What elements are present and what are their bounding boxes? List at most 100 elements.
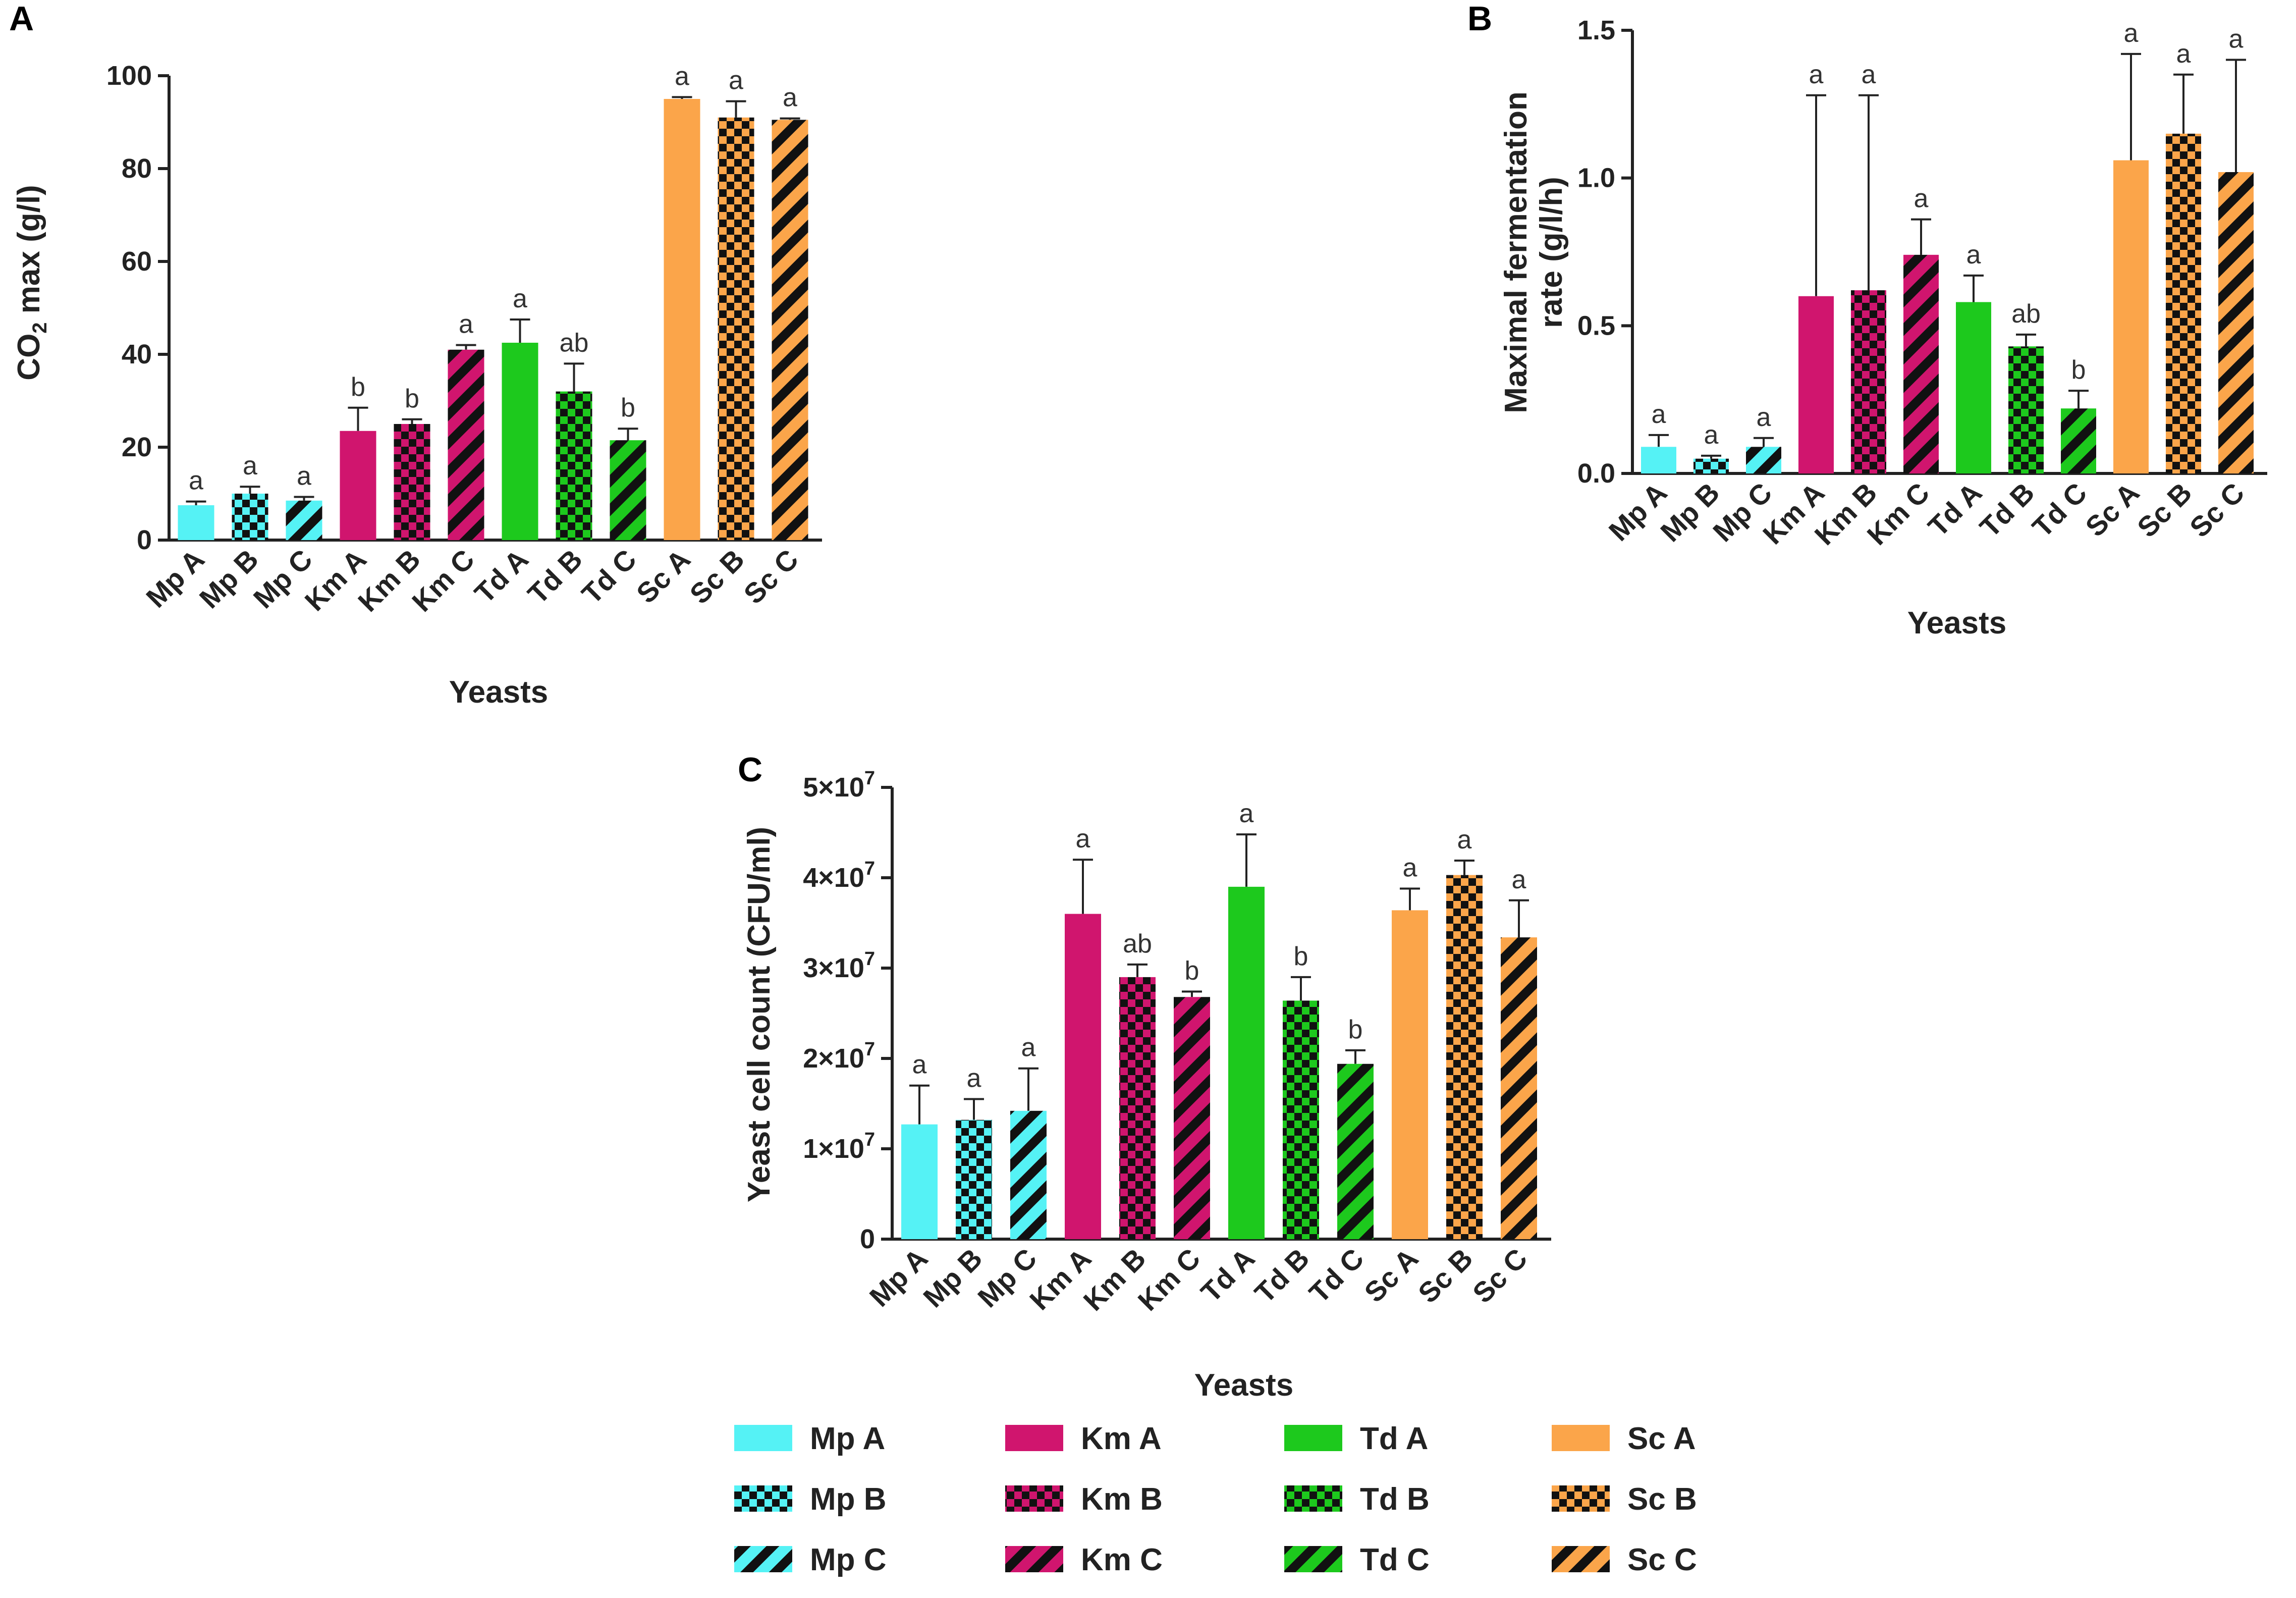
panel-a-bar-td-c bbox=[610, 440, 646, 540]
panel-c-x-tick-label-mp-b: Mp B bbox=[917, 1242, 988, 1313]
panel-b-x-axis-title: Yeasts bbox=[1907, 606, 2007, 641]
panel-b-y-tick-label: 1.5 bbox=[1577, 15, 1615, 45]
panel-b-bar-td-c bbox=[2061, 408, 2096, 473]
panel-c-bar-sc-a bbox=[1392, 910, 1428, 1239]
legend-item-sc-c: Sc C bbox=[1552, 1542, 1697, 1577]
panel-a-x-tick-label-td-c: Td C bbox=[575, 543, 642, 610]
panel-a-x-axis-title: Yeasts bbox=[449, 675, 549, 710]
panel-c-y-axis-title: Yeast cell count (CFU/ml) bbox=[742, 827, 777, 1202]
panel-a-x-tick-label-km-b: Km B bbox=[352, 543, 426, 618]
panel-c-sig-label-km-a: a bbox=[1076, 824, 1090, 854]
panel-c-x-tick-label-sc-c: Sc C bbox=[1466, 1242, 1534, 1309]
panel-a-bar-sc-a bbox=[664, 99, 700, 540]
panel-a-y-tick-label: 20 bbox=[122, 432, 152, 462]
panel-c-x-tick-label-sc-b: Sc B bbox=[1412, 1242, 1479, 1309]
panel-a-y-tick-label: 100 bbox=[106, 61, 152, 91]
panel-c-bar-sc-c bbox=[1501, 937, 1537, 1239]
panel-a-sig-label-sc-c: a bbox=[783, 83, 797, 113]
panel-b-y-tick-label: 0.0 bbox=[1577, 458, 1615, 489]
legend-item-td-b: Td B bbox=[1284, 1482, 1430, 1517]
legend-label-mp-b: Mp B bbox=[810, 1482, 887, 1517]
panel-a-x-tick-label-mp-b: Mp B bbox=[193, 543, 264, 614]
panel-c-y-tick-label: 1×107 bbox=[803, 1129, 875, 1164]
panel-c-bar-sc-b bbox=[1446, 875, 1483, 1239]
panel-c-sig-label-mp-c: a bbox=[1021, 1033, 1036, 1062]
panel-c-x-tick-label-td-b: Td B bbox=[1248, 1242, 1316, 1309]
panel-a-y-tick-label: 40 bbox=[122, 339, 152, 369]
legend-swatch-td-b bbox=[1284, 1485, 1342, 1512]
panel-b-x-tick-label-td-a: Td A bbox=[1922, 476, 1988, 543]
panel-c-sig-label-td-a: a bbox=[1239, 799, 1254, 828]
panel-a-x-tick-label-km-c: Km C bbox=[406, 543, 480, 618]
legend-item-km-b: Km B bbox=[1005, 1482, 1163, 1517]
panel-c-x-tick-label-sc-a: Sc A bbox=[1358, 1242, 1424, 1308]
panel-a-bar-mp-b bbox=[232, 494, 268, 540]
legend-swatch-km-c bbox=[1005, 1546, 1063, 1572]
panel-a-sig-label-mp-c: a bbox=[297, 461, 311, 491]
panel-c-x-tick-label-km-b: Km B bbox=[1077, 1242, 1152, 1317]
panel-c-x-tick-label-td-a: Td A bbox=[1194, 1242, 1261, 1308]
panel-a-y-tick-label: 60 bbox=[122, 246, 152, 277]
panel-a-sig-label-td-b: ab bbox=[560, 328, 589, 357]
legend-swatch-mp-a bbox=[734, 1425, 792, 1451]
panel-c-bar-td-c bbox=[1337, 1063, 1374, 1239]
panel-b-sig-label-km-b: a bbox=[1862, 60, 1876, 89]
panel-b-bar-km-b bbox=[1851, 290, 1886, 473]
panel-c-bar-km-a bbox=[1065, 914, 1101, 1239]
panel-a-sig-label-km-b: b bbox=[405, 384, 419, 413]
panel-b-sig-label-td-b: ab bbox=[2011, 299, 2041, 329]
panel-c-sig-label-sc-c: a bbox=[1512, 865, 1526, 894]
panel-b-sig-label-km-c: a bbox=[1914, 184, 1929, 214]
legend-item-sc-b: Sc B bbox=[1552, 1482, 1697, 1517]
panel-a-y-tick-label: 80 bbox=[122, 153, 152, 184]
panel-b-bar-td-b bbox=[2008, 346, 2044, 473]
legend-label-km-b: Km B bbox=[1081, 1482, 1163, 1517]
legend-swatch-sc-b bbox=[1552, 1485, 1610, 1512]
panel-b-bar-td-a bbox=[1956, 302, 1991, 473]
panel-a-bar-td-b bbox=[556, 391, 592, 540]
legend-item-sc-a: Sc A bbox=[1552, 1421, 1696, 1456]
panel-c-bar-mp-a bbox=[901, 1124, 938, 1239]
legend-swatch-mp-c bbox=[734, 1546, 792, 1572]
panel-c-y-tick-label: 2×107 bbox=[803, 1039, 875, 1074]
panel-b-x-tick-label-km-c: Km C bbox=[1861, 476, 1936, 551]
panel-c-bar-mp-b bbox=[956, 1120, 992, 1239]
panel-b-sig-label-mp-a: a bbox=[1652, 400, 1666, 429]
panel-a-bar-mp-c bbox=[286, 500, 322, 540]
panel-c-sig-label-km-b: ab bbox=[1123, 929, 1152, 958]
panel-a-y-axis-title: CO2 max (g/l) bbox=[12, 185, 51, 380]
panel-b-sig-label-mp-c: a bbox=[1757, 403, 1771, 432]
panel-b-sig-label-td-a: a bbox=[1966, 240, 1981, 270]
panel-a-sig-label-sc-a: a bbox=[675, 62, 689, 91]
legend-swatch-sc-c bbox=[1552, 1546, 1610, 1572]
panel-c-x-tick-label-km-a: Km A bbox=[1023, 1242, 1097, 1316]
panel-b-sig-label-mp-b: a bbox=[1704, 420, 1719, 450]
panel-c-x-tick-label-km-c: Km C bbox=[1132, 1242, 1207, 1317]
panel-a-sig-label-km-c: a bbox=[459, 310, 473, 339]
panel-b-bar-km-c bbox=[1903, 254, 1939, 473]
panel-b-x-tick-label-mp-b: Mp B bbox=[1654, 476, 1725, 548]
panel-b-y-tick-label: 1.0 bbox=[1577, 163, 1615, 193]
panel-a-label: A bbox=[9, 0, 34, 38]
panel-c-bar-td-a bbox=[1228, 886, 1265, 1239]
legend-item-km-a: Km A bbox=[1005, 1421, 1162, 1456]
legend-swatch-sc-a bbox=[1552, 1425, 1610, 1451]
panel-b-bar-mp-c bbox=[1746, 447, 1781, 473]
chart-panel-b: B Maximal fermentationrate (g/l/h) Yeast… bbox=[1467, 0, 2267, 641]
panel-b-label: B bbox=[1467, 0, 1492, 38]
legend-item-mp-c: Mp C bbox=[734, 1542, 887, 1577]
panel-c-sig-label-td-c: b bbox=[1348, 1015, 1363, 1044]
legend-swatch-km-a bbox=[1005, 1425, 1063, 1451]
panel-c-bar-td-b bbox=[1283, 1000, 1319, 1239]
panel-c-sig-label-mp-a: a bbox=[912, 1050, 927, 1080]
panel-b-x-tick-label-sc-a: Sc A bbox=[2079, 476, 2145, 543]
panel-a-x-tick-label-td-a: Td A bbox=[468, 543, 534, 609]
panel-a-sig-label-mp-b: a bbox=[243, 451, 257, 481]
panel-c-bar-km-c bbox=[1174, 997, 1210, 1239]
panel-a-sig-label-mp-a: a bbox=[189, 466, 203, 496]
legend-label-td-a: Td A bbox=[1360, 1421, 1428, 1456]
panel-c-y-tick-label: 3×107 bbox=[803, 948, 875, 983]
